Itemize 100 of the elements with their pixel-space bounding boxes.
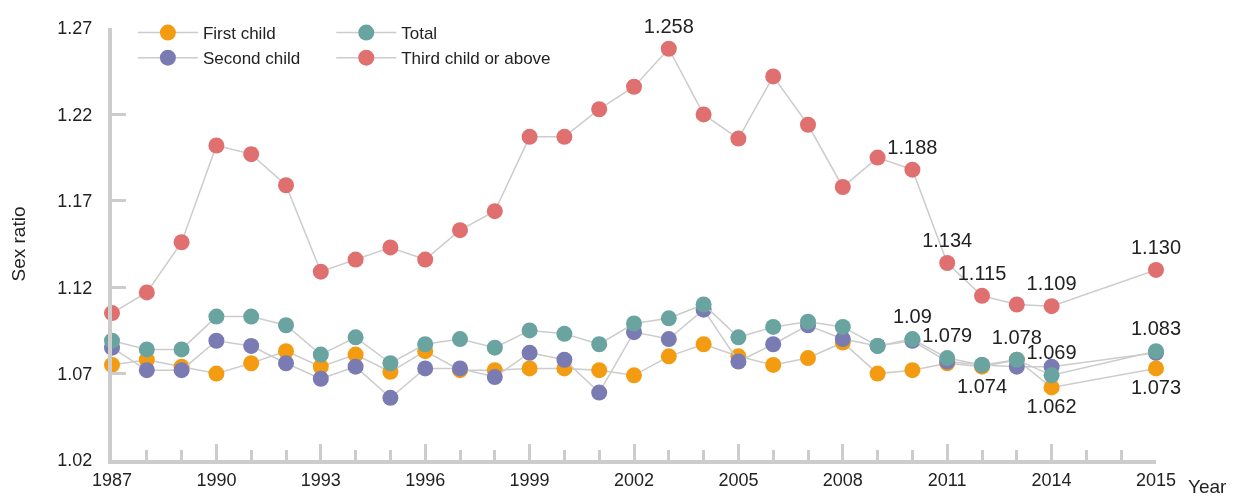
- y-tick-label: 1.27: [57, 18, 93, 39]
- point: [382, 389, 399, 406]
- point: [208, 308, 225, 325]
- point: [138, 284, 155, 301]
- point: [1008, 296, 1025, 313]
- point: [800, 313, 816, 330]
- point: [138, 362, 155, 379]
- point: [1043, 298, 1060, 315]
- legend-label: First child: [202, 24, 276, 44]
- point: [486, 339, 503, 356]
- x-tick-label: 2015: [1135, 469, 1177, 490]
- point: [626, 367, 642, 384]
- data-label: 1.258: [643, 14, 694, 37]
- y-tick-label: 1.22: [57, 104, 93, 125]
- point: [904, 362, 921, 379]
- point: [347, 251, 364, 268]
- point: [382, 239, 399, 256]
- legend-label: Second child: [202, 49, 301, 69]
- point: [521, 360, 538, 377]
- point: [904, 161, 921, 178]
- data-label: 1.115: [957, 261, 1007, 284]
- point: [556, 325, 573, 342]
- point: [1148, 261, 1164, 278]
- point: [974, 287, 990, 304]
- point: [452, 222, 468, 239]
- point: [347, 329, 364, 346]
- data-label: 1.074: [956, 374, 1008, 397]
- point: [417, 336, 434, 353]
- x-tick-label: 1987: [91, 469, 133, 490]
- point: [173, 362, 190, 379]
- point: [939, 255, 956, 271]
- point: [591, 362, 608, 379]
- data-label: 1.083: [1130, 317, 1182, 340]
- x-tick-label: 2008: [822, 469, 863, 490]
- y-tick-label: 1.02: [57, 450, 93, 471]
- x-tick-label: 2014: [1031, 469, 1072, 490]
- point: [521, 128, 538, 145]
- point: [243, 337, 260, 354]
- point: [278, 355, 294, 372]
- data-label: 1.134: [922, 229, 973, 252]
- point: [173, 234, 190, 251]
- point: [730, 353, 747, 370]
- data-label: 1.130: [1130, 235, 1182, 258]
- point: [278, 177, 294, 194]
- point: [312, 370, 329, 387]
- point: [765, 356, 782, 373]
- point: [695, 296, 712, 313]
- point: [243, 146, 260, 163]
- point: [173, 341, 190, 358]
- point: [591, 384, 608, 401]
- data-label: 1.188: [887, 135, 938, 158]
- point: [243, 355, 260, 372]
- x-tick-label: 1996: [405, 469, 446, 490]
- point: [626, 78, 642, 95]
- point: [660, 348, 677, 365]
- y-tick-label: 1.17: [57, 191, 93, 212]
- point: [521, 344, 538, 361]
- point: [417, 360, 434, 377]
- x-tick-label: 1990: [196, 469, 237, 490]
- point: [800, 350, 816, 367]
- point: [138, 341, 155, 358]
- point: [730, 130, 747, 147]
- legend-label: Third child or above: [401, 49, 551, 69]
- point: [626, 315, 642, 332]
- legend-label: Total: [401, 24, 438, 44]
- point: [452, 331, 468, 348]
- y-tick-label: 1.12: [57, 277, 93, 298]
- point: [591, 101, 608, 118]
- point: [660, 331, 677, 348]
- point: [278, 317, 294, 334]
- point: [486, 369, 503, 386]
- point: [312, 263, 329, 280]
- data-label: 1.109: [1026, 272, 1077, 295]
- point: [800, 116, 816, 133]
- point: [660, 40, 677, 57]
- point: [695, 106, 712, 123]
- point: [765, 318, 782, 335]
- point: [660, 310, 677, 327]
- point: [695, 336, 712, 353]
- y-tick-label: 1.07: [57, 363, 93, 384]
- point: [382, 355, 399, 372]
- point: [312, 346, 329, 363]
- point: [486, 203, 503, 220]
- x-tick-label: 2005: [718, 469, 759, 490]
- x-tick-label: 2011: [927, 469, 967, 490]
- point: [869, 149, 886, 166]
- x-tick-label: 1993: [300, 469, 341, 490]
- x-tick-label: 1999: [509, 469, 550, 490]
- point: [730, 329, 747, 346]
- point: [521, 322, 538, 339]
- point: [765, 336, 782, 353]
- point: [417, 251, 434, 268]
- point: [208, 332, 225, 349]
- point: [347, 358, 364, 375]
- point: [556, 128, 573, 145]
- y-axis-title: Sex ratio: [7, 206, 29, 282]
- x-axis-title: Year: [1188, 476, 1228, 497]
- data-label: 1.073: [1130, 376, 1182, 399]
- point: [243, 308, 260, 325]
- point: [208, 137, 225, 154]
